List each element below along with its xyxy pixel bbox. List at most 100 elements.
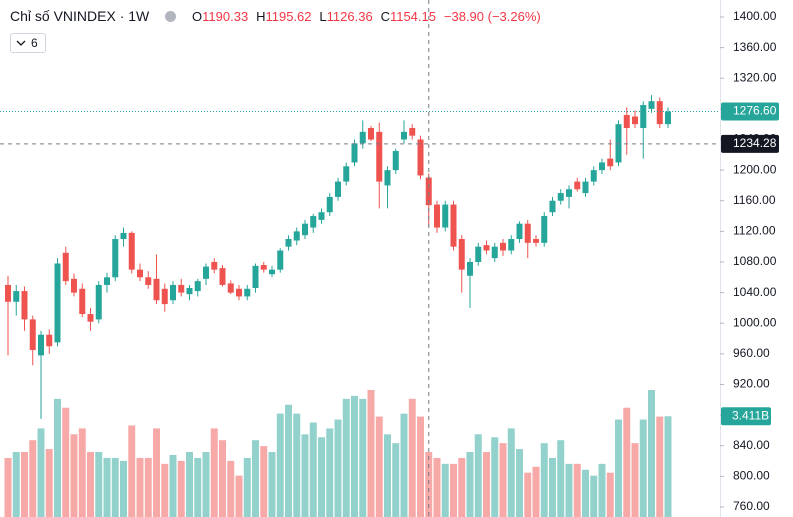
candle-body <box>549 200 556 213</box>
candle-body <box>524 223 531 243</box>
indicator-count: 6 <box>31 36 38 50</box>
legend-open: 1190.33 <box>202 9 249 24</box>
volume-bar <box>557 440 565 517</box>
candle-body <box>326 196 333 213</box>
candle-body <box>359 131 366 144</box>
candle-body <box>260 265 267 270</box>
candle-body <box>153 278 160 301</box>
candle-body <box>170 284 176 301</box>
volume-bar <box>318 437 325 517</box>
volume-bar <box>293 413 301 517</box>
candle-body <box>458 239 465 270</box>
candle-body <box>409 128 416 136</box>
volume-layer <box>4 390 672 517</box>
volume-bar <box>582 469 589 517</box>
volume-bar <box>186 452 193 517</box>
volume-bar <box>474 434 482 517</box>
indicator-toggle[interactable]: 6 <box>10 33 46 53</box>
candle-body <box>137 269 143 278</box>
volume-bar <box>120 460 127 517</box>
volume-bar <box>623 407 631 517</box>
volume-bar <box>549 457 556 517</box>
volume-bar <box>95 452 103 517</box>
crosshair-box <box>721 134 779 153</box>
volume-bar <box>507 428 515 517</box>
y-tick-label: 920.00 <box>733 377 770 391</box>
legend-close: 1154.15 <box>389 9 436 24</box>
candle-body <box>343 166 350 182</box>
volume-bar <box>285 404 292 517</box>
candle-body <box>368 128 374 140</box>
candle-body <box>450 204 457 247</box>
candle-body <box>442 204 449 228</box>
candle-body <box>104 277 110 285</box>
candle-body <box>285 239 292 247</box>
candle-body <box>541 216 548 243</box>
legend-low: 1126.36 <box>326 9 373 24</box>
candle-body <box>434 204 440 228</box>
candle-body <box>112 239 119 278</box>
volume-bar <box>615 419 622 517</box>
last-price-label: 1276.60 <box>733 104 777 118</box>
volume-bar <box>441 463 449 517</box>
candle-body <box>79 288 86 315</box>
candle-body <box>623 114 630 129</box>
volume-bar <box>144 457 152 517</box>
volume-bar <box>631 443 639 517</box>
y-tick-label: 800.00 <box>733 469 770 483</box>
volume-bar <box>202 452 210 517</box>
candle-body <box>54 263 61 343</box>
volume-bar <box>87 452 94 517</box>
volume-bar <box>4 457 12 517</box>
candle-body <box>244 288 251 297</box>
candle-body <box>425 177 432 206</box>
candle-body <box>648 101 655 109</box>
candle-body <box>5 284 11 302</box>
candle-body <box>38 334 44 356</box>
volume-bar <box>648 390 655 517</box>
volume-bar <box>483 452 490 517</box>
volume-bar <box>516 449 523 517</box>
volume-bar <box>12 452 20 517</box>
volume-bar <box>309 422 317 517</box>
volume-bar <box>243 457 251 517</box>
volume-bar <box>598 463 606 517</box>
volume-bar <box>235 475 243 517</box>
volume-bar <box>417 416 424 517</box>
candle-body <box>467 261 473 276</box>
candle-body <box>120 232 127 240</box>
candle-body <box>269 269 275 275</box>
candle-body <box>227 283 234 293</box>
candle-body <box>87 314 94 322</box>
candle-body <box>203 266 209 279</box>
candle-body <box>335 181 341 197</box>
volume-bar <box>573 463 581 517</box>
y-tick-label: 1040.00 <box>733 285 777 299</box>
volume-bar <box>656 416 664 517</box>
volume-bar <box>384 434 391 517</box>
volume-bar <box>524 472 532 517</box>
volume-bar <box>177 460 185 517</box>
y-tick-label: 840.00 <box>733 438 770 452</box>
candle-body <box>590 170 597 182</box>
legend-key: O <box>192 9 203 24</box>
volume-bar <box>491 437 499 517</box>
volume-label-box <box>721 407 771 426</box>
candle-body <box>656 101 663 125</box>
volume-bar <box>260 446 268 517</box>
volume-bar <box>565 463 573 517</box>
candle-body <box>632 116 638 125</box>
candle-body <box>194 281 201 292</box>
volume-bar <box>227 460 235 517</box>
candle-body <box>475 246 482 262</box>
candle-body <box>252 265 259 289</box>
candle-body <box>21 291 28 320</box>
volume-bar <box>128 425 136 517</box>
volume-bar <box>29 440 37 517</box>
candle-body <box>615 124 622 163</box>
volume-bar <box>161 463 169 517</box>
candle-body <box>516 223 523 240</box>
candle-body <box>607 158 614 167</box>
volume-bar <box>219 440 226 517</box>
